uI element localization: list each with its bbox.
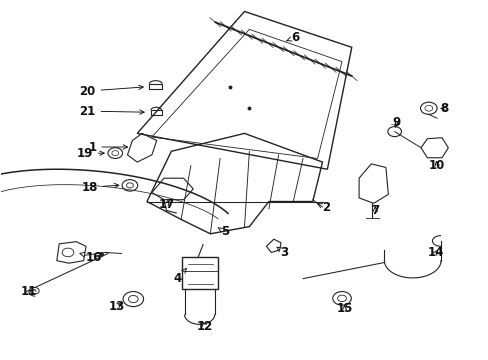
Text: 13: 13 — [108, 300, 124, 313]
Text: 10: 10 — [428, 159, 444, 172]
Text: 5: 5 — [218, 225, 229, 238]
Text: 4: 4 — [173, 269, 186, 285]
Text: 6: 6 — [285, 31, 299, 44]
Bar — [149, 84, 162, 89]
Text: 3: 3 — [276, 246, 288, 259]
Text: 17: 17 — [158, 198, 174, 211]
Text: 11: 11 — [21, 285, 37, 298]
Text: 1: 1 — [88, 140, 127, 153]
Text: 16: 16 — [80, 251, 102, 264]
Text: 2: 2 — [316, 202, 330, 215]
Text: 14: 14 — [427, 246, 444, 259]
Text: 8: 8 — [439, 102, 447, 115]
Text: 12: 12 — [196, 320, 212, 333]
Text: 18: 18 — [81, 181, 119, 194]
Text: 19: 19 — [76, 147, 104, 160]
Bar — [151, 110, 161, 115]
Text: 21: 21 — [79, 105, 144, 118]
Text: 15: 15 — [336, 302, 352, 315]
Text: 7: 7 — [370, 204, 379, 217]
Text: 20: 20 — [79, 85, 143, 98]
Text: 9: 9 — [392, 116, 400, 129]
